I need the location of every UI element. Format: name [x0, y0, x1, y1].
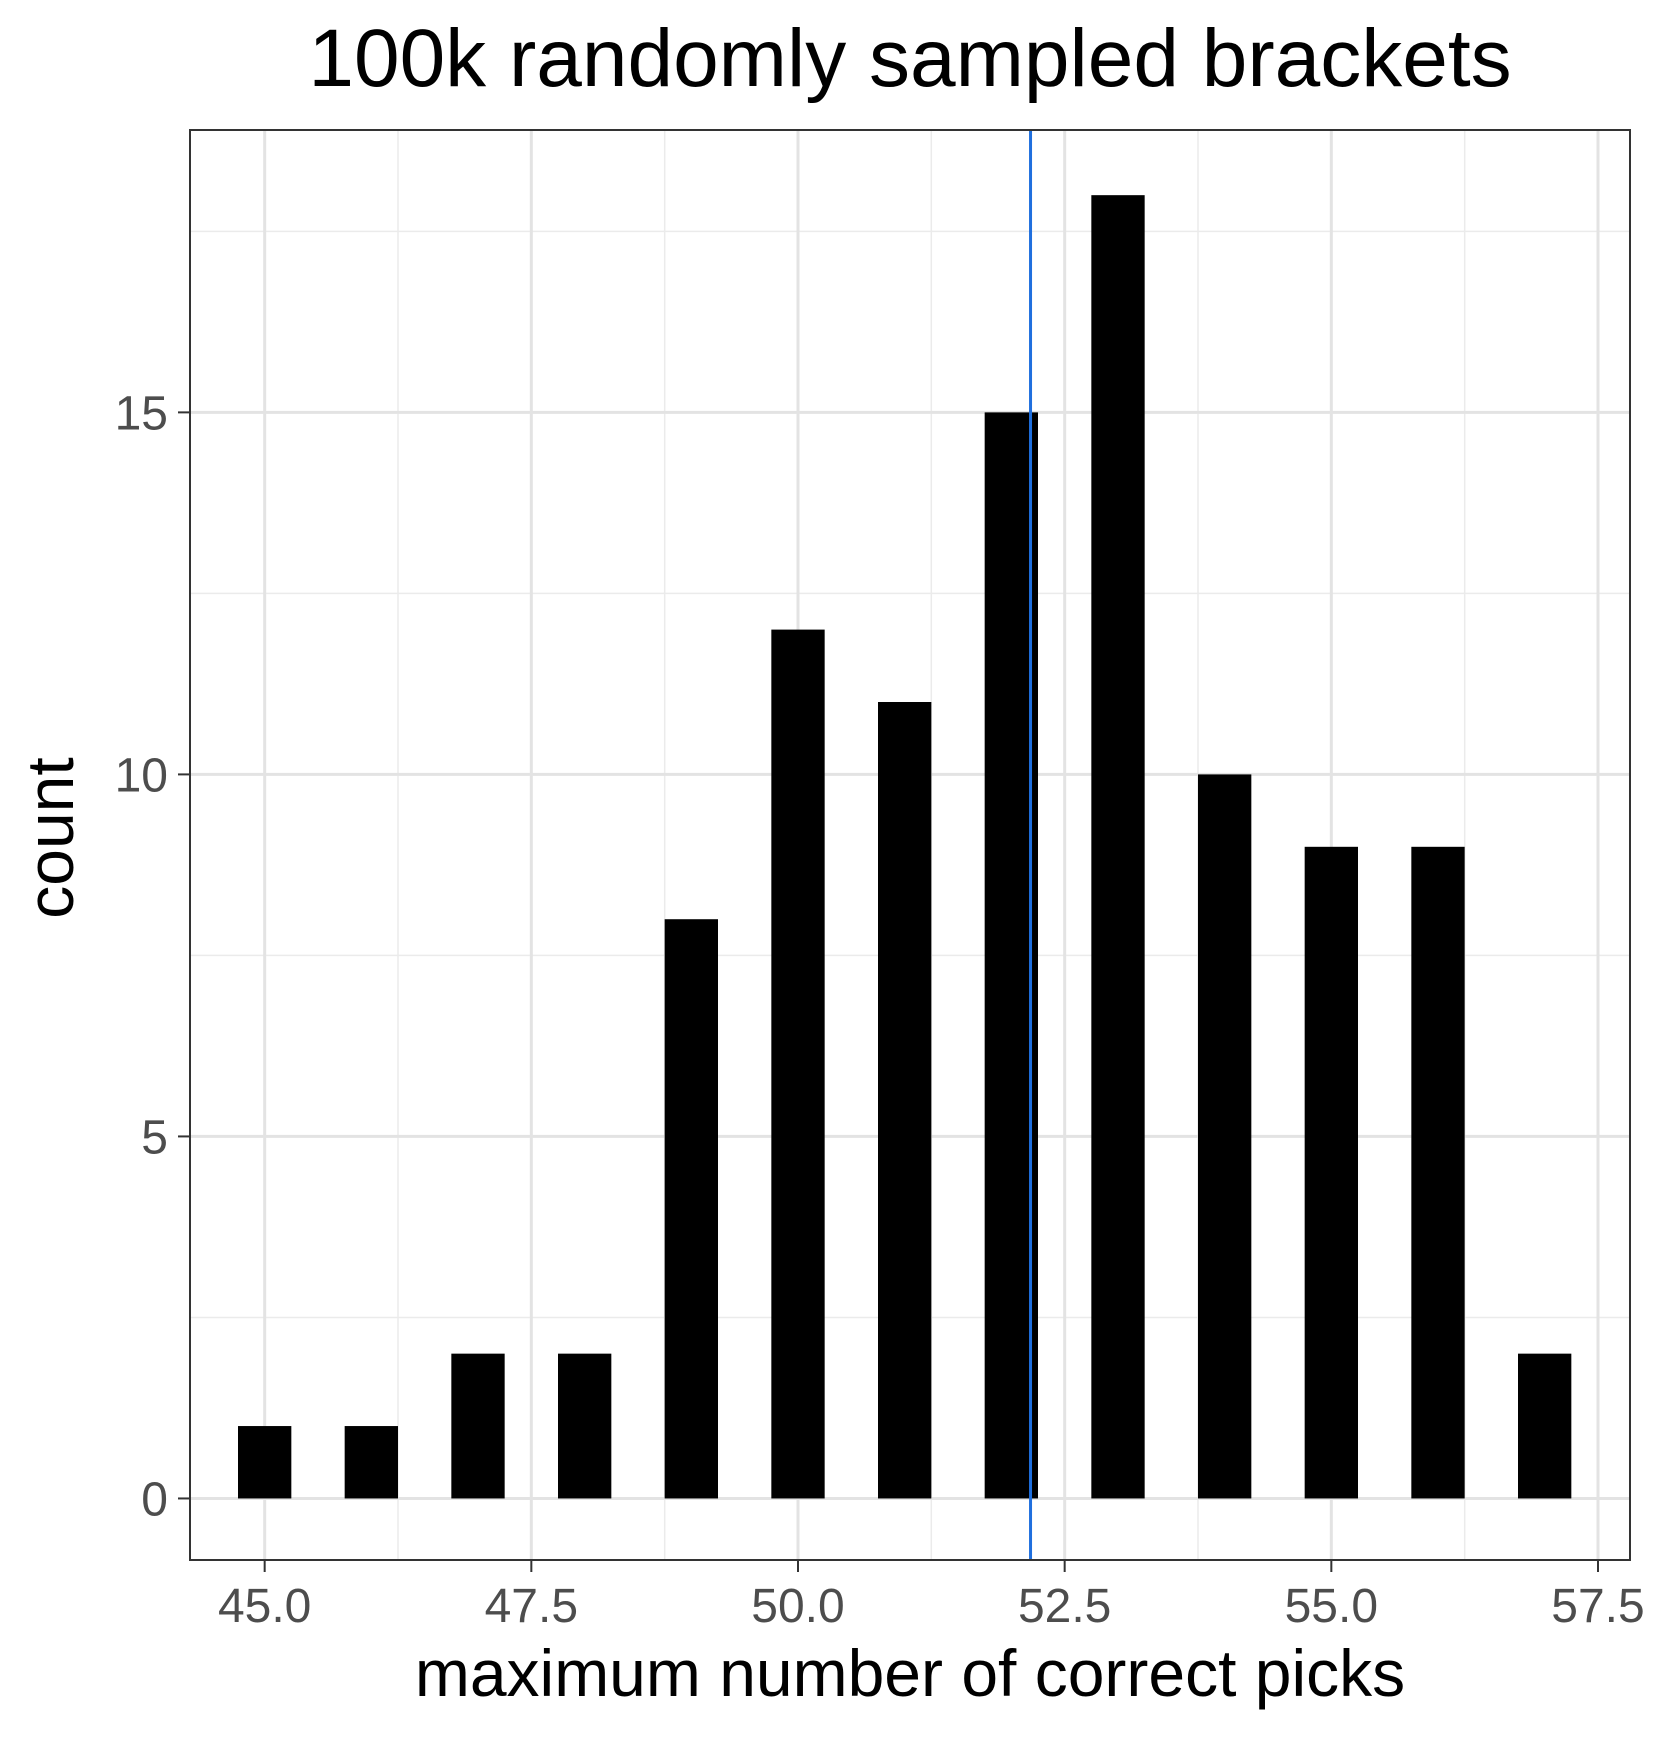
- bar: [344, 1426, 398, 1499]
- y-axis-title: count: [13, 757, 87, 919]
- y-tick-label: 10: [115, 749, 168, 802]
- chart-title: 100k randomly sampled brackets: [308, 13, 1512, 104]
- bar: [1091, 195, 1145, 1499]
- bar: [771, 629, 825, 1499]
- bar: [1518, 1353, 1572, 1499]
- panel-border: [189, 129, 1631, 1561]
- bar: [1198, 774, 1252, 1499]
- bar: [1304, 846, 1358, 1499]
- x-axis-title: maximum number of correct picks: [414, 1636, 1406, 1710]
- bars: [238, 195, 1572, 1499]
- bar: [878, 702, 932, 1499]
- bar: [238, 1426, 292, 1499]
- x-tick-label: 45.0: [218, 1580, 311, 1633]
- y-tick-label: 15: [115, 387, 168, 440]
- bar: [558, 1353, 612, 1499]
- bar: [451, 1353, 505, 1499]
- x-tick-label: 57.5: [1551, 1580, 1644, 1633]
- x-tick-label: 47.5: [485, 1580, 578, 1633]
- x-tick-label: 52.5: [1018, 1580, 1111, 1633]
- x-tick-label: 50.0: [751, 1580, 844, 1633]
- y-tick-label: 0: [141, 1473, 168, 1526]
- y-axis-ticks: 0 5 10 15: [115, 387, 190, 1526]
- x-tick-label: 55.0: [1285, 1580, 1378, 1633]
- bar: [664, 919, 718, 1499]
- bar: [1411, 846, 1465, 1499]
- x-axis-ticks: 45.0 47.5 50.0 52.5 55.0 57.5: [218, 1560, 1645, 1633]
- y-tick-label: 5: [141, 1111, 168, 1164]
